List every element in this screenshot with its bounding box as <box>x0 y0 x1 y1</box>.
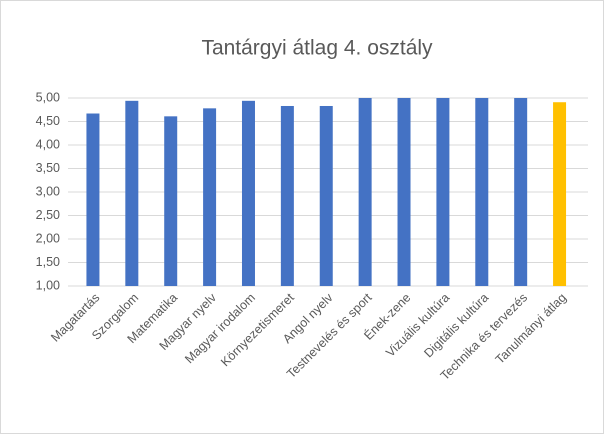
bar <box>358 98 372 286</box>
chart-title: Tantárgyi átlag 4. osztály <box>201 37 433 60</box>
y-tick-label: 3,50 <box>36 161 60 175</box>
bar <box>319 105 333 287</box>
y-tick-label: 3,00 <box>36 184 60 198</box>
bar <box>86 113 100 286</box>
bar <box>514 98 528 286</box>
bar <box>475 98 489 286</box>
y-tick-label: 2,00 <box>36 231 60 245</box>
y-tick-label: 5,00 <box>36 90 60 104</box>
bar <box>164 116 178 286</box>
bar <box>203 108 217 286</box>
bar <box>436 98 450 286</box>
y-tick-label: 4,50 <box>36 114 60 128</box>
y-tick-label: 1,00 <box>36 278 60 292</box>
bar <box>553 102 567 286</box>
bar <box>125 100 139 286</box>
y-tick-label: 1,50 <box>36 255 60 269</box>
bar <box>397 98 411 286</box>
bar <box>241 100 255 286</box>
bar <box>280 105 294 287</box>
y-tick-label: 2,50 <box>36 208 60 222</box>
y-tick-label: 4,00 <box>36 137 60 151</box>
